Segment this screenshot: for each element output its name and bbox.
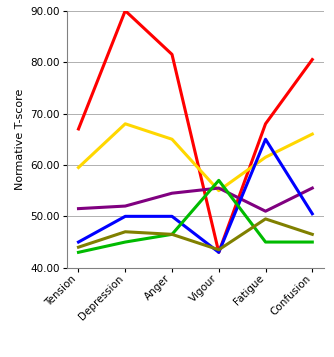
Y-axis label: Normative T-score: Normative T-score (15, 89, 25, 190)
